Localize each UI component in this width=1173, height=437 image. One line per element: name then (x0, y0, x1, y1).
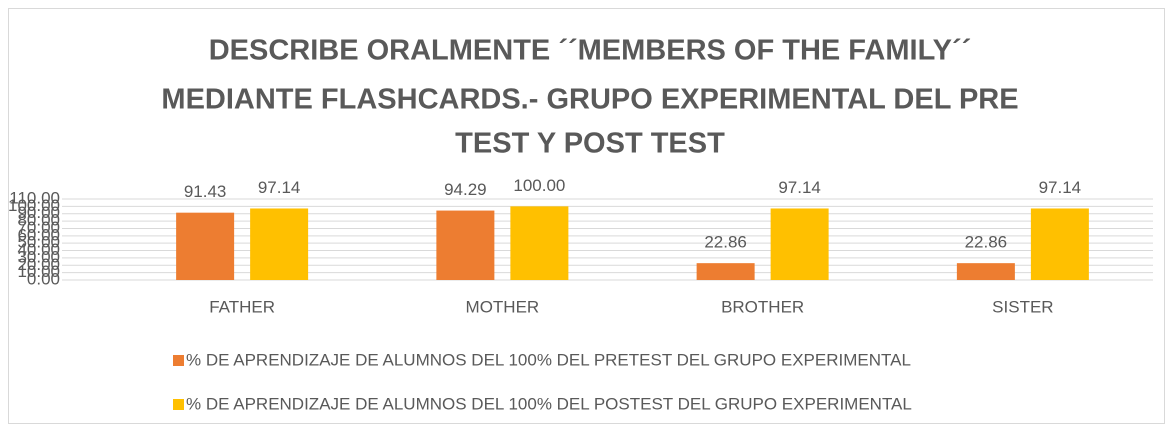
y-tick-label: 20.00 (17, 255, 60, 274)
x-tick-label: SISTER (992, 297, 1053, 316)
value-label: 22.86 (704, 233, 747, 252)
bar (510, 206, 569, 280)
y-tick-label: 10.00 (17, 262, 60, 281)
bar (1030, 208, 1089, 280)
bar (436, 210, 495, 280)
bar (770, 208, 829, 280)
legend-swatch (173, 399, 184, 410)
chart-title: DESCRIBE ORALMENTE ´´MEMBERS OF THE FAMI… (209, 35, 972, 67)
y-tick-label: 60.00 (17, 225, 60, 244)
y-tick-label: 80.00 (17, 211, 60, 230)
legend-label: % DE APRENDIZAJE DE ALUMNOS DEL 100% DEL… (186, 394, 912, 413)
y-tick-label: 50.00 (17, 233, 60, 252)
chart-title: MEDIANTE FLASHCARDS.- GRUPO EXPERIMENTAL… (161, 84, 1018, 116)
y-tick-label: 110.00 (9, 188, 60, 207)
x-tick-label: BROTHER (721, 297, 804, 316)
bar (696, 263, 755, 280)
y-tick-label: 90.00 (17, 203, 60, 222)
legend-label: % DE APRENDIZAJE DE ALUMNOS DEL 100% DEL… (186, 350, 911, 369)
value-label: 97.14 (1039, 178, 1082, 197)
y-tick-label: 70.00 (17, 218, 60, 237)
value-label: 91.43 (184, 182, 227, 201)
bar (176, 212, 235, 280)
value-label: 97.14 (778, 178, 821, 197)
value-label: 22.86 (965, 233, 1008, 252)
y-tick-label: 0.00 (27, 269, 60, 288)
bar (250, 208, 309, 280)
x-tick-label: FATHER (209, 297, 275, 316)
bar (956, 263, 1015, 280)
value-label: 97.14 (258, 178, 301, 197)
x-tick-label: MOTHER (466, 297, 540, 316)
value-label: 100.00 (513, 176, 565, 195)
legend-swatch (173, 355, 184, 366)
y-tick-label: 100.00 (8, 196, 60, 215)
y-tick-label: 30.00 (17, 247, 60, 266)
y-tick-label: 40.00 (17, 240, 60, 259)
value-label: 94.29 (444, 180, 487, 199)
chart-title: TEST Y POST TEST (455, 128, 725, 160)
